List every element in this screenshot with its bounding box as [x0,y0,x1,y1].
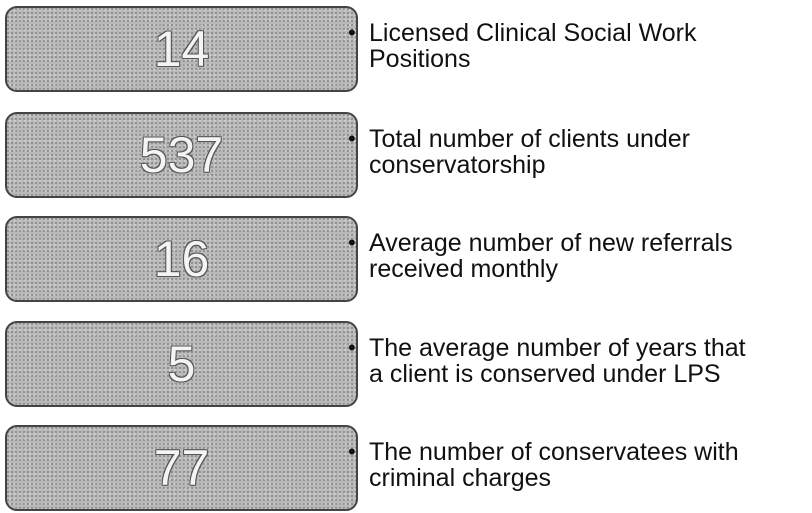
bullet: • [348,439,356,464]
number-box: 14 [5,6,358,92]
number-box: 16 [5,216,358,302]
stat-description: Licensed Clinical Social Work Positions [369,20,696,72]
description-line: Average number of new referrals [369,229,733,257]
description-line: Total number of clients under [369,125,691,153]
description-line: conservatorship [369,151,546,179]
stat-number: 14 [153,21,210,77]
stat-description: Total number of clients under conservator… [369,126,690,178]
stat-number: 5 [167,336,196,392]
number-box: 77 [5,425,358,511]
stat-description: The number of conservatees with criminal … [369,439,739,491]
bullet: • [348,126,356,151]
bullet: • [348,335,356,360]
description-line: Licensed Clinical Social Work [369,19,697,47]
stat-number: 537 [139,127,224,183]
bullet: • [348,20,356,45]
stat-description: The average number of years that a client… [369,335,746,387]
description-line: received monthly [369,255,558,283]
number-box: 5 [5,321,358,407]
description-line: The average number of years that [369,334,746,362]
stat-number: 16 [153,231,210,287]
number-box: 537 [5,112,358,198]
description-line: The number of conservatees with [369,438,739,466]
bullet: • [348,230,356,255]
description-line: criminal charges [369,464,552,492]
description-line: a client is conserved under LPS [369,360,721,388]
stat-number: 77 [153,440,210,496]
description-line: Positions [369,45,471,73]
stat-description: Average number of new referrals received … [369,230,733,282]
